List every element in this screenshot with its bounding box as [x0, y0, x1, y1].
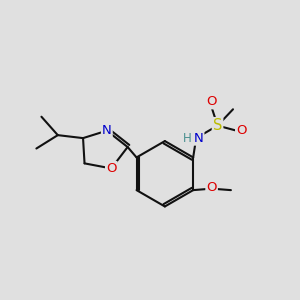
Text: O: O [106, 162, 116, 175]
Text: O: O [206, 181, 217, 194]
Text: O: O [236, 124, 247, 137]
Text: H: H [183, 132, 192, 145]
Text: N: N [194, 132, 203, 145]
Text: N: N [102, 124, 112, 137]
Text: O: O [206, 95, 216, 108]
Text: S: S [213, 118, 222, 133]
